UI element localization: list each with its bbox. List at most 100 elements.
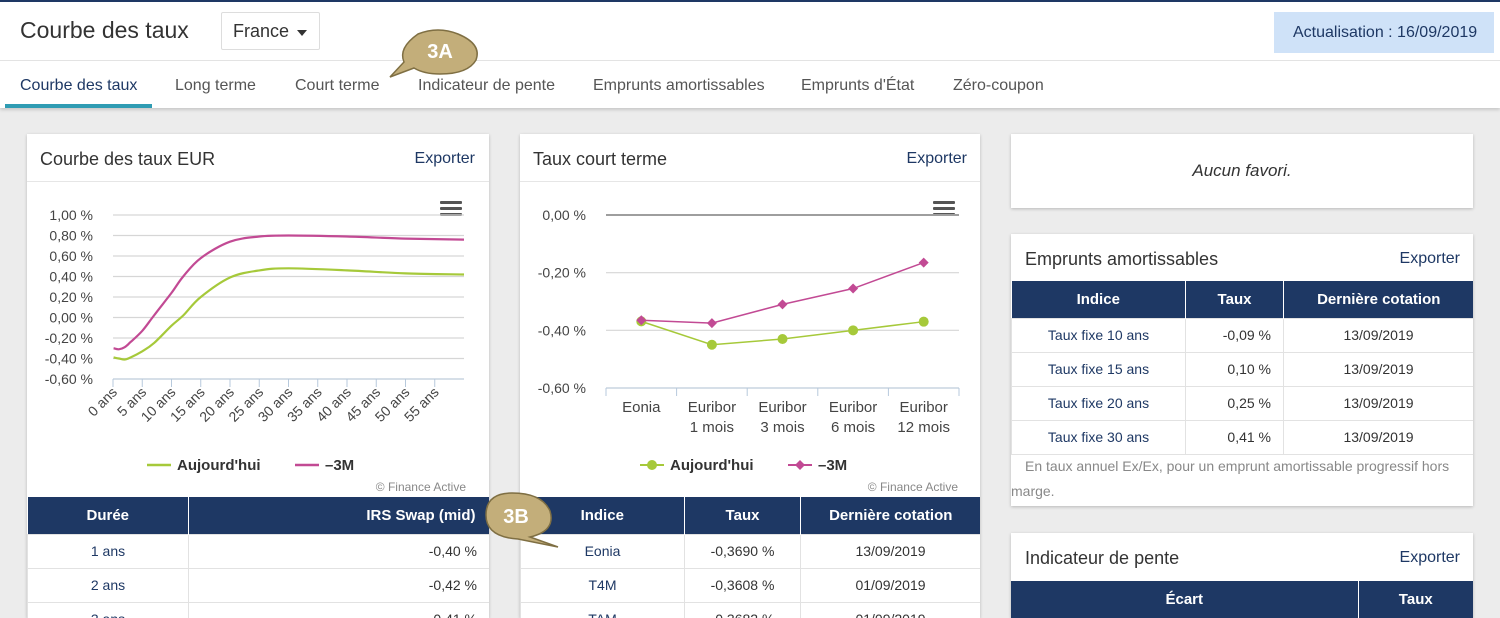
export-link[interactable]: Exporter	[1399, 250, 1460, 267]
export-link[interactable]: Exporter	[906, 150, 967, 167]
data-point	[636, 315, 647, 326]
tab-emprunts-amortissables[interactable]: Emprunts amortissables	[593, 77, 765, 94]
legend-label: Aujourd'hui	[177, 457, 261, 474]
y-tick-label: 1,00 %	[49, 207, 93, 223]
column-header-irs[interactable]: IRS Swap (mid)	[188, 497, 489, 534]
tab-indicateur-de-pente[interactable]: Indicateur de pente	[418, 77, 555, 94]
y-tick-label: -0,20 %	[45, 330, 93, 346]
data-point	[777, 299, 788, 310]
data-point	[706, 339, 717, 350]
tab-long-terme[interactable]: Long terme	[175, 77, 256, 94]
card-title: Taux court terme	[533, 149, 668, 169]
footnote: En taux annuel Ex/Ex, pour un emprunt am…	[1011, 458, 1450, 499]
y-tick-label: 0,80 %	[49, 228, 93, 244]
country-select[interactable]: France	[221, 12, 320, 50]
duration-link[interactable]: 3 ans	[27, 601, 189, 618]
duration-link[interactable]: 1 ans	[27, 533, 189, 569]
column-header-derniere-cotation[interactable]: Dernière cotation	[1283, 281, 1473, 318]
card-divider	[27, 181, 489, 182]
card-title: Indicateur de pente	[1025, 548, 1180, 568]
data-point	[706, 318, 717, 329]
chart-credit: © Finance Active	[868, 480, 959, 494]
table-row: Taux fixe 15 ans 0,10 % 13/09/2019	[1011, 351, 1473, 387]
data-point	[848, 325, 859, 336]
legend-label: Aujourd'hui	[670, 457, 754, 474]
index-link[interactable]: Taux fixe 30 ans	[1011, 419, 1186, 455]
data-point	[918, 257, 929, 268]
y-tick-label: -0,60 %	[538, 380, 586, 396]
legend-marker	[647, 460, 657, 470]
no-favorites-text: Aucun favori.	[1192, 161, 1292, 180]
rate-cell: -0,41 %	[188, 601, 489, 618]
callout-3b-label: 3B	[503, 506, 529, 528]
card-title: Courbe des taux EUR	[40, 149, 216, 169]
chart-credit: © Finance Active	[376, 480, 467, 494]
tab-zero-coupon[interactable]: Zéro-coupon	[953, 77, 1044, 94]
y-tick-label: -0,40 %	[538, 322, 586, 338]
yield-curve-chart: 1,00 % 0,80 % 0,60 % 0,40 % 0,20 % 0,00 % -0,2…	[45, 207, 467, 494]
index-link[interactable]: T4M	[520, 567, 685, 603]
series-line-minus-3m	[641, 261, 924, 324]
table-row: Taux fixe 30 ans 0,41 % 13/09/2019	[1011, 419, 1473, 455]
x-tick-label: Euribor 3 mois	[758, 399, 806, 436]
slope-table: Écart Taux	[1011, 581, 1473, 618]
callout-3a-label: 3A	[427, 41, 453, 63]
table-row: Taux fixe 20 ans 0,25 % 13/09/2019	[1011, 385, 1473, 421]
y-tick-label: 0,40 %	[49, 269, 93, 285]
date-cell: 13/09/2019	[800, 533, 980, 569]
legend-marker	[795, 460, 805, 470]
series-line-aujourdhui	[113, 267, 465, 361]
column-header-indice[interactable]: Indice	[1011, 281, 1186, 318]
index-link[interactable]: Taux fixe 10 ans	[1011, 317, 1186, 353]
column-header-duree[interactable]: Durée	[27, 497, 189, 534]
export-link[interactable]: Exporter	[414, 150, 475, 167]
rate-cell: 0,25 %	[1185, 385, 1284, 421]
top-bar: Courbe des taux France Actualisation : 1…	[0, 0, 1500, 108]
page-title: Courbe des taux	[20, 17, 189, 43]
column-header-ecart[interactable]: Écart	[1011, 581, 1359, 618]
table-row: Taux fixe 10 ans -0,09 % 13/09/2019	[1011, 317, 1473, 353]
date-cell: 01/09/2019	[800, 567, 980, 603]
rate-cell: 0,10 %	[1185, 351, 1284, 387]
card-title: Emprunts amortissables	[1025, 249, 1219, 269]
column-header-taux[interactable]: Taux	[684, 497, 801, 534]
column-header-taux[interactable]: Taux	[1358, 581, 1473, 618]
y-tick-label: -0,40 %	[45, 351, 93, 367]
yield-curve-card: Courbe des taux EUR Exporter 1,00 % 0,80 …	[27, 134, 489, 618]
active-tab-indicator	[5, 104, 152, 108]
slope-indicator-card: Indicateur de pente Exporter Écart Taux	[1011, 533, 1473, 618]
x-tick-label: Euribor 1 mois	[688, 399, 736, 436]
table-row: TAM-0,3682 %01/09/2019	[520, 601, 980, 618]
data-point	[777, 333, 788, 344]
short-term-chart: 0,00 % -0,20 % -0,40 % -0,60 % Eonia Euribor 1…	[538, 207, 960, 494]
chevron-down-icon	[297, 30, 307, 36]
tab-emprunts-etat[interactable]: Emprunts d'État	[801, 77, 915, 94]
rate-cell: 0,41 %	[1185, 419, 1284, 455]
column-header-taux[interactable]: Taux	[1185, 281, 1284, 318]
amortizing-table: Indice Taux Dernière cotation Taux fixe …	[1011, 281, 1473, 455]
legend-label: –3M	[325, 457, 354, 474]
x-tick-label: Euribor 6 mois	[829, 399, 877, 436]
x-tick-label: Euribor 12 mois	[897, 399, 950, 436]
update-badge: Actualisation : 16/09/2019	[1274, 12, 1494, 53]
index-link[interactable]: Taux fixe 20 ans	[1011, 385, 1186, 421]
short-rates-table: Indice Taux Dernière cotation Eonia -0,36…	[520, 497, 980, 618]
x-tick-label: 0 ans	[85, 384, 121, 420]
duration-link[interactable]: 2 ans	[27, 567, 189, 603]
card-divider	[520, 181, 980, 182]
rate-cell: -0,3690 %	[684, 533, 801, 569]
index-link[interactable]: Taux fixe 15 ans	[1011, 351, 1186, 387]
column-header-derniere-cotation[interactable]: Dernière cotation	[800, 497, 980, 534]
callout-3b: 3B	[485, 492, 559, 548]
table-row: 1 ans -0,40 %	[27, 533, 489, 569]
index-link[interactable]: TAM	[520, 601, 685, 618]
export-link[interactable]: Exporter	[1399, 549, 1460, 566]
tab-courbe-des-taux[interactable]: Courbe des taux	[20, 77, 138, 94]
table-row: T4M -0,3608 % 01/09/2019	[520, 567, 980, 603]
y-tick-label: 0,20 %	[49, 289, 93, 305]
table-row: Eonia -0,3690 % 13/09/2019	[520, 533, 980, 569]
y-tick-label: -0,20 %	[538, 265, 586, 281]
y-tick-label: 0,60 %	[49, 248, 93, 264]
callout-3a: 3A	[389, 29, 478, 78]
tab-court-terme[interactable]: Court terme	[295, 77, 380, 94]
